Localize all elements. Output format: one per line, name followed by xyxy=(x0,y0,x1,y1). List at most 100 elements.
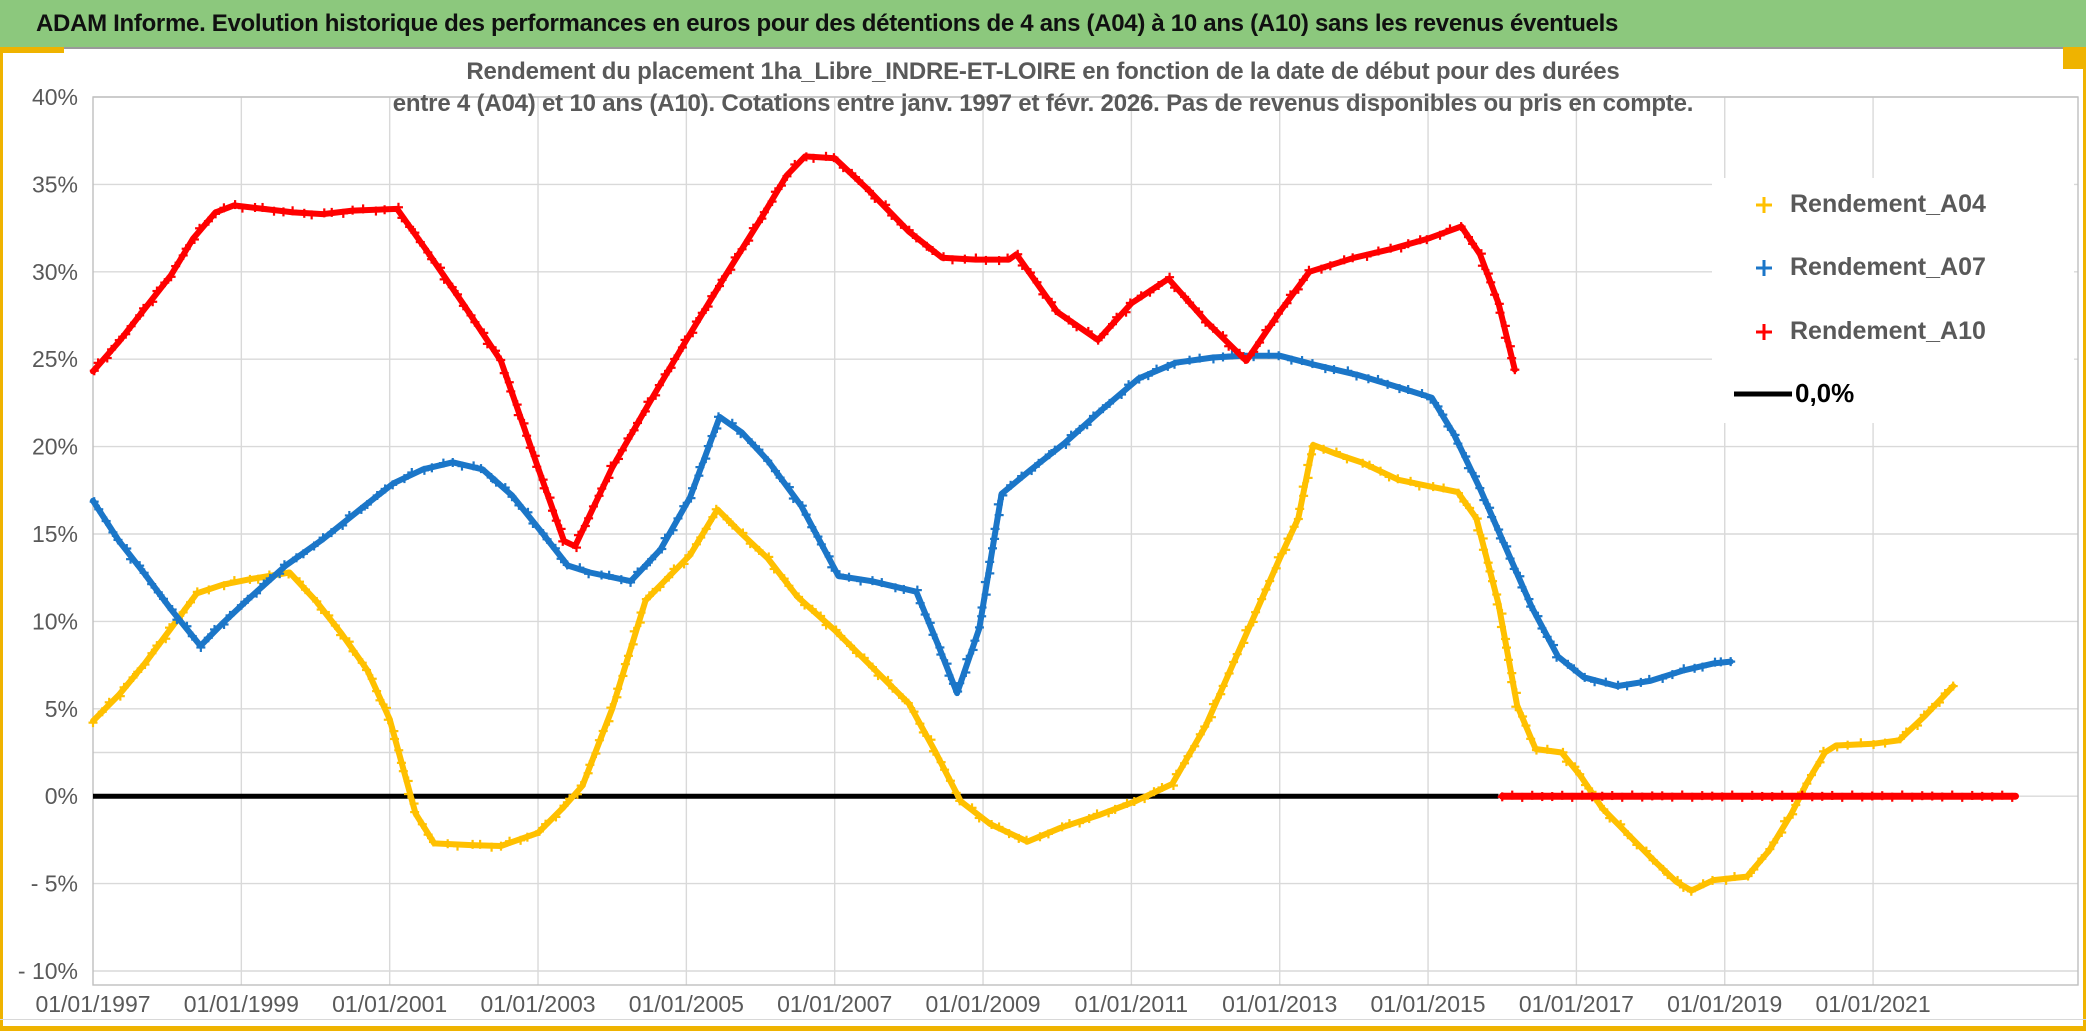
series-point-marker xyxy=(1788,809,1798,819)
series-point-marker xyxy=(748,223,758,233)
series-point-marker xyxy=(219,203,229,213)
y-axis-tick-label: 20% xyxy=(32,434,78,460)
series-point-marker xyxy=(1363,374,1373,384)
series-rendement_a04[interactable] xyxy=(88,441,1958,896)
x-axis-tick-label: 01/01/1999 xyxy=(184,991,299,1017)
series-point-marker xyxy=(161,634,171,644)
series-point-marker xyxy=(945,776,955,786)
series-point-marker xyxy=(1251,607,1261,617)
series-point-marker xyxy=(1895,734,1905,744)
series-point-marker xyxy=(585,760,595,770)
series-point-marker xyxy=(1017,260,1027,270)
series-point-marker xyxy=(265,573,275,583)
series-point-marker xyxy=(219,619,229,629)
series-point-marker xyxy=(1632,840,1642,850)
series-point-marker xyxy=(1475,483,1485,493)
series-point-marker xyxy=(629,626,639,636)
series-point-marker xyxy=(1476,249,1486,259)
series-point-marker xyxy=(824,551,834,561)
series-point-marker xyxy=(1208,699,1218,709)
series-point-marker xyxy=(1721,875,1731,885)
legend-item-zero-line[interactable]: 0,0% xyxy=(1795,378,1855,408)
series-point-marker xyxy=(299,208,309,218)
series-point-marker xyxy=(745,539,755,549)
series-point-marker xyxy=(695,462,705,472)
series-point-marker xyxy=(1749,864,1759,874)
series-point-marker xyxy=(1157,782,1167,792)
series-point-marker xyxy=(1032,277,1042,287)
series-point-marker xyxy=(1637,792,1647,802)
series-point-marker xyxy=(1456,222,1466,232)
series-point-marker xyxy=(279,560,289,570)
series-point-marker xyxy=(1500,321,1510,331)
series-point-marker xyxy=(1940,688,1950,698)
series-point-marker xyxy=(598,726,608,736)
series-point-marker xyxy=(1777,827,1787,837)
series-point-marker xyxy=(883,675,893,685)
series-point-marker xyxy=(896,219,906,229)
series-point-marker xyxy=(597,484,607,494)
series-point-marker xyxy=(409,799,419,809)
series-point-marker xyxy=(1295,504,1305,514)
series-point-marker xyxy=(633,418,643,428)
series-point-marker xyxy=(763,456,773,466)
x-axis-tick-label: 01/01/2011 xyxy=(1075,991,1188,1017)
series-point-marker xyxy=(1014,833,1024,843)
legend-item-rendement-a07[interactable]: Rendement_A07 xyxy=(1790,253,1986,281)
series-point-marker xyxy=(128,672,138,682)
series-point-marker xyxy=(1438,410,1448,420)
series-point-marker xyxy=(1797,790,1807,800)
series-point-marker xyxy=(1075,424,1085,434)
series-point-marker xyxy=(635,618,645,628)
x-axis-tick-label: 01/01/2013 xyxy=(1222,991,1337,1017)
legend-item-rendement-a04[interactable]: Rendement_A04 xyxy=(1790,190,1986,218)
series-point-marker xyxy=(269,206,279,216)
series-point-marker xyxy=(1307,449,1317,459)
series-point-marker xyxy=(1043,829,1053,839)
series-point-marker xyxy=(516,835,526,845)
series-point-marker xyxy=(1517,582,1527,592)
y-axis-tick-label: 0% xyxy=(45,783,78,809)
series-point-marker xyxy=(925,618,935,628)
x-axis-tick-label: 01/01/2015 xyxy=(1370,991,1485,1017)
series-point-marker xyxy=(1515,571,1525,581)
series-point-marker xyxy=(867,576,877,586)
series-point-marker xyxy=(928,630,938,640)
series-point-marker xyxy=(1617,792,1627,802)
series-point-marker xyxy=(1511,702,1521,712)
series-point-marker xyxy=(769,564,779,574)
series-point-marker xyxy=(1549,640,1559,650)
series-point-marker xyxy=(981,590,991,600)
series-point-marker xyxy=(1035,832,1045,842)
series-rendement_a10-zero-segment[interactable] xyxy=(1497,790,2019,802)
series-point-marker xyxy=(541,819,551,829)
series-point-marker xyxy=(1038,289,1048,299)
series-point-marker xyxy=(1509,564,1519,574)
series-point-marker xyxy=(1901,727,1911,737)
series-point-marker xyxy=(691,317,701,327)
series-rendement_a10[interactable] xyxy=(89,151,1520,553)
series-point-marker xyxy=(312,596,322,606)
series-point-marker xyxy=(1072,322,1082,332)
chart-title-line-2: entre 4 (A04) et 10 ans (A10). Cotations… xyxy=(392,90,1694,117)
series-point-marker xyxy=(88,718,98,728)
series-point-marker xyxy=(1537,792,1547,802)
series-point-marker xyxy=(1507,790,1517,800)
series-point-marker xyxy=(1622,681,1632,691)
series-point-marker xyxy=(870,193,880,203)
series-point-marker xyxy=(185,597,195,607)
series-point-marker xyxy=(903,698,913,708)
legend-item-rendement-a10[interactable]: Rendement_A10 xyxy=(1790,317,1986,345)
series-point-marker xyxy=(1737,792,1747,802)
series-point-marker xyxy=(336,630,346,640)
series-point-marker xyxy=(1542,744,1552,754)
series-point-marker xyxy=(1433,401,1443,411)
series-rendement_a07[interactable] xyxy=(89,349,1736,697)
series-point-marker xyxy=(410,807,420,817)
x-axis-tick-label: 01/01/2021 xyxy=(1816,991,1931,1017)
series-line[interactable] xyxy=(90,441,1957,894)
series-point-marker xyxy=(1375,466,1385,476)
series-point-marker xyxy=(1919,710,1929,720)
series-point-marker xyxy=(580,521,590,531)
series-point-marker xyxy=(1064,819,1074,829)
